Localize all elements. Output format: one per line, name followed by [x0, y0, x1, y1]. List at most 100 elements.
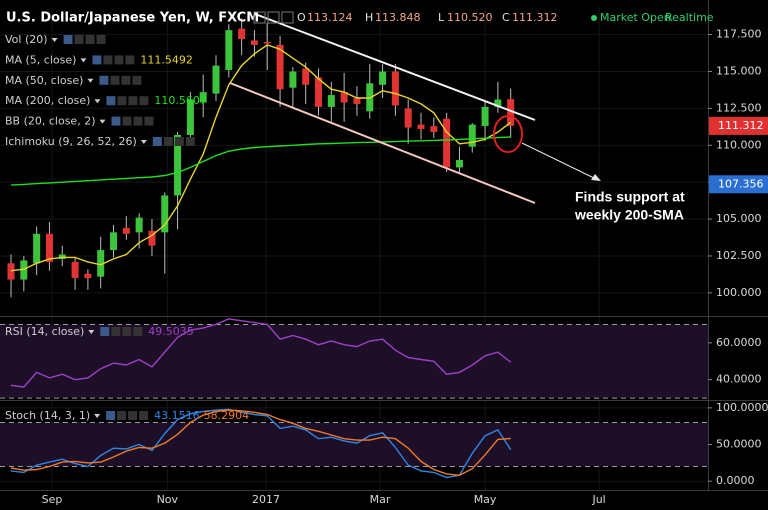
annotation: Finds support at [575, 189, 685, 205]
candle-body [97, 250, 105, 277]
chart-title: U.S. Dollar/Japanese Yen, W, FXCM [6, 11, 259, 26]
candle-body [20, 260, 28, 280]
indicator-line [10, 408, 512, 479]
annotation: weekly 200-SMA [574, 207, 684, 223]
y-tick-label: 117.500 [716, 28, 762, 41]
candle-body [494, 99, 502, 107]
legend-label: MA (200, close) [5, 94, 90, 107]
legend-icon [117, 96, 127, 106]
legend-dropdown [94, 414, 101, 418]
candle-body [327, 95, 335, 107]
candle-body [417, 124, 425, 130]
arrow-line [521, 142, 599, 181]
legend-icon [99, 75, 109, 85]
candle-body [468, 124, 476, 147]
candle-body [250, 40, 258, 45]
ohlc-value: 113.124 [307, 11, 353, 24]
indicator-line [10, 318, 512, 388]
candle-body [507, 99, 515, 126]
candle-body [430, 126, 438, 132]
candle-body [238, 28, 246, 39]
x-tick-label: Mar [370, 493, 391, 506]
legend-icon [111, 116, 121, 126]
icon [267, 11, 280, 24]
x-tick-label: May [474, 493, 497, 506]
legend-icon [128, 96, 138, 106]
legend-icon [110, 75, 120, 85]
candle-body [135, 217, 143, 233]
legend-icon [63, 35, 73, 44]
y-tick-label: 110.000 [716, 138, 762, 151]
y-tick-label: 0.0000 [716, 474, 755, 487]
candle-body [110, 232, 118, 251]
ohlc-key: L [438, 11, 445, 24]
price-tag-label: 111.312 [718, 119, 764, 132]
band [0, 422, 708, 467]
panel-title: RSI (14, close) [5, 325, 84, 338]
icon [281, 11, 294, 24]
candle-body [379, 71, 387, 85]
legend-icon [74, 35, 84, 44]
candle-body [481, 106, 489, 127]
legend-icon [122, 327, 132, 336]
candle-body [71, 261, 79, 279]
ma-line [10, 44, 512, 272]
x-tick-label: Nov [157, 493, 179, 506]
candle-body [58, 254, 66, 259]
legend-icon [139, 96, 149, 106]
candle-body [340, 92, 348, 103]
indicator-line [10, 409, 511, 477]
legend-icon [103, 55, 113, 65]
candle-body [302, 68, 310, 85]
ohlc-value: 110.520 [447, 11, 493, 24]
legend-icon [111, 327, 121, 336]
legend-icon [163, 137, 173, 146]
y-tick-label: 50.0000 [716, 438, 762, 451]
legend-label: BB (20, close, 2) [5, 115, 96, 128]
y-tick-label: 105.000 [716, 212, 762, 225]
candle-body [186, 99, 194, 135]
band [0, 324, 708, 399]
status-dot [591, 15, 597, 21]
ohlc-value: 111.312 [512, 11, 558, 24]
legend-icon [100, 327, 110, 336]
candle-body [199, 92, 207, 103]
panel-title: Stoch (14, 3, 1) [5, 409, 90, 422]
channel-lower [229, 82, 536, 204]
status: Realtime [665, 11, 714, 24]
candle-body [148, 230, 156, 246]
candle-body [289, 71, 297, 88]
legend-icon [117, 411, 127, 420]
candle-body [404, 108, 412, 128]
price-tag [709, 175, 768, 194]
candle-body [212, 65, 220, 94]
legend-icon [121, 75, 131, 85]
legend-value: 111.5492 [140, 53, 193, 66]
legend-icon [128, 411, 138, 420]
legend-value: 110.5607 [154, 94, 207, 107]
price-tag [709, 116, 768, 135]
legend-icon [106, 411, 116, 420]
candle-body [276, 44, 284, 90]
legend-icon [139, 411, 149, 420]
y-tick-label: 115.000 [716, 64, 762, 77]
icon [253, 11, 266, 24]
legend-value: 43.1516 [154, 409, 200, 422]
y-tick-label: 60.0000 [716, 336, 762, 349]
legend-icon [152, 137, 162, 146]
candle-body [174, 134, 182, 196]
candle-body [263, 41, 271, 44]
legend-label: MA (50, close) [5, 74, 83, 87]
candle-body [33, 233, 41, 264]
candle-body [315, 77, 323, 107]
legend-icon [106, 96, 116, 106]
legend-icon [85, 35, 95, 44]
legend-dropdown [87, 78, 94, 83]
ma-line [10, 136, 511, 186]
legend-dropdown [80, 58, 87, 63]
x-tick-label: Jul [591, 493, 605, 506]
legend-value: 58.2904 [204, 409, 250, 422]
channel-upper [254, 13, 536, 121]
